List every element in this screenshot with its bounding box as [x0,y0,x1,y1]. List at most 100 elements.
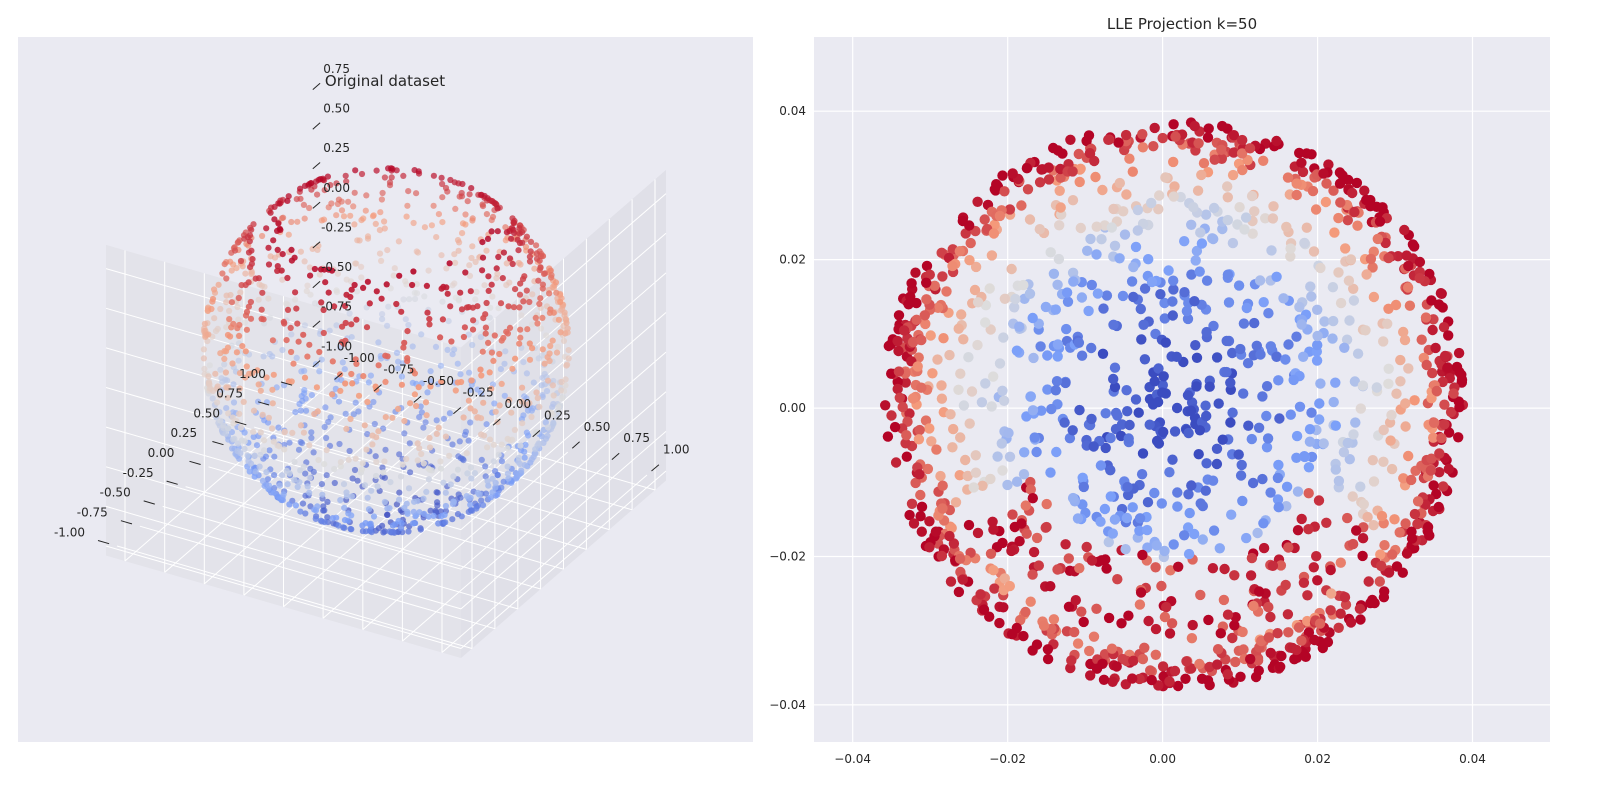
projection-point [1435,288,1447,299]
sphere-point [473,505,480,512]
projection-point [1190,255,1201,266]
sphere-point [394,365,402,372]
sphere-point [438,378,445,385]
projection-point [1339,342,1350,353]
sphere-point [465,331,472,338]
projection-point [1271,271,1282,282]
sphere-point [522,441,529,448]
projection-point [1053,253,1065,265]
left-grid-z [105,466,462,570]
sphere-point [236,370,244,377]
projection-point [1443,330,1454,341]
projection-point [1099,503,1111,515]
projection-point [1425,465,1437,476]
projection-point [1014,321,1025,332]
sphere-point [395,238,402,245]
projection-point [1119,229,1131,240]
z-tick-label: 0.25 [323,141,350,155]
sphere-point [439,194,446,201]
projection-point [988,565,999,576]
sphere-point [324,514,331,521]
projection-point [1274,413,1285,424]
sphere-point [211,286,218,293]
x-tick-mark [189,460,201,465]
sphere-point [416,414,423,421]
projection-point [1011,476,1023,487]
sphere-point [484,444,491,451]
projection-point [1168,284,1179,295]
projection-point [1160,172,1171,183]
sphere-point [470,317,477,324]
projection-point [1209,154,1220,165]
projection-point [1139,283,1151,294]
sphere-point [253,442,261,449]
projection-point [1074,563,1085,574]
sphere-point [504,463,511,470]
sphere-point [397,525,405,532]
sphere-point [539,346,546,353]
sphere-point [398,308,405,315]
projection-point [1285,409,1297,420]
projection-point [958,334,969,345]
projection-point [1383,363,1394,374]
sphere-point [333,287,340,294]
sphere-point [396,451,403,458]
projection-point [1305,281,1316,292]
sphere-point [435,211,442,218]
projection-point [925,330,936,341]
sphere-point [299,500,307,507]
sphere-point [482,324,489,331]
sphere-point [257,429,264,436]
sphere-point [279,276,286,283]
y-tick-mark [492,418,501,426]
projection-point [1385,435,1396,446]
sphere-point [271,484,278,492]
projection-point [1208,233,1219,245]
projection-point [1400,398,1411,409]
sphere-point [379,316,386,323]
projection-point [1060,539,1071,550]
projection-point [1121,189,1132,200]
sphere-point [360,373,367,380]
sphere-point [482,463,489,470]
projection-point [898,325,910,336]
projection-point [1182,313,1194,325]
sphere-point [251,473,258,480]
projection-point [1409,508,1421,520]
sphere-point [201,365,208,372]
projection-point [1428,417,1440,428]
x-tick-label: 0.04 [1459,752,1486,766]
sphere-point [541,360,548,367]
projection-point [908,518,920,529]
projection-point [1150,562,1161,573]
projection-point [1351,177,1363,189]
projection-point [1137,142,1149,153]
projection-point [1222,609,1234,620]
projection-point [1011,345,1023,356]
sphere-point [269,425,276,432]
sphere-point [482,490,490,497]
sphere-point [535,440,542,447]
sphere-point [281,441,288,448]
projection-point [1191,381,1202,392]
projection-point [1394,527,1405,538]
projection-point [1334,178,1346,189]
projection-point [924,542,935,553]
projection-point [936,247,947,258]
sphere-point [257,387,264,394]
projection-point [1428,480,1439,491]
sphere-point [263,374,270,381]
projection-point [1195,589,1206,601]
projection-point [1330,464,1342,475]
projection-point [1201,326,1212,338]
projection-point [1182,522,1194,533]
projection-point [1127,166,1139,177]
sphere-point [516,230,523,237]
sphere-point [247,460,255,467]
projection-point [1240,212,1252,223]
sphere-point [293,196,300,203]
projection-point [920,318,931,330]
projection-point [998,332,1009,343]
projection-point [1339,592,1351,603]
projection-point [1153,363,1164,374]
